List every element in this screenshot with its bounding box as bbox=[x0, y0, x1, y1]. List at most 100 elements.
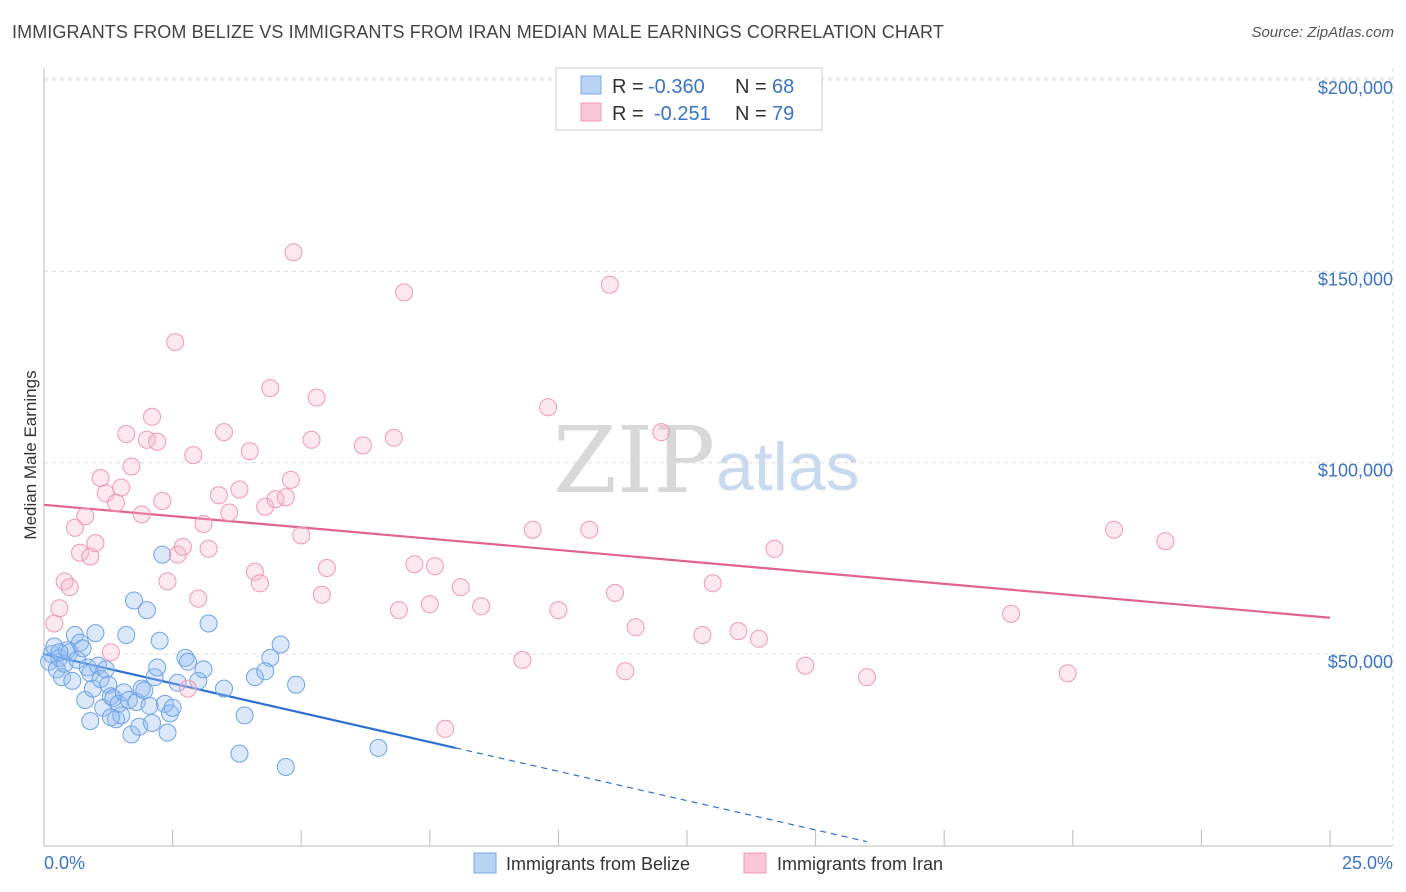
point-iran bbox=[148, 432, 167, 451]
point-iran bbox=[276, 488, 295, 507]
point-belize bbox=[68, 650, 87, 669]
point-iran bbox=[50, 599, 69, 618]
point-iran bbox=[1105, 520, 1123, 539]
point-iran bbox=[539, 398, 558, 417]
point-belize bbox=[99, 675, 118, 694]
legend-n-label-belize: N = bbox=[735, 76, 767, 98]
legend-box: R = -0.360 N = 68 R = -0.251 N = 79 bbox=[555, 67, 823, 131]
point-iran bbox=[166, 333, 185, 352]
point-belize bbox=[83, 679, 102, 698]
watermark-zip: ZIP bbox=[553, 407, 715, 514]
point-iran bbox=[693, 626, 712, 644]
point-iran bbox=[580, 520, 599, 539]
point-belize bbox=[140, 696, 159, 715]
point-iran bbox=[281, 470, 300, 489]
point-iran bbox=[420, 595, 439, 614]
point-iran bbox=[858, 668, 876, 687]
point-iran bbox=[1156, 532, 1175, 551]
point-iran bbox=[302, 430, 321, 449]
y-axis-label: Median Male Earnings bbox=[21, 370, 40, 539]
point-belize bbox=[287, 675, 306, 694]
point-iran bbox=[153, 492, 172, 510]
trend-lines bbox=[43, 503, 1331, 843]
bottom-legend-label-belize: Immigrants from Belize bbox=[506, 854, 690, 874]
legend-n-value-iran: 79 bbox=[772, 103, 794, 125]
point-iran bbox=[616, 662, 635, 681]
point-iran bbox=[307, 388, 326, 407]
point-iran bbox=[91, 469, 110, 487]
point-belize bbox=[189, 671, 208, 690]
point-iran bbox=[215, 423, 233, 442]
point-iran bbox=[425, 557, 444, 576]
legend-r-value-belize: -0.360 bbox=[648, 76, 705, 98]
trend-line-belize-extension bbox=[455, 747, 868, 843]
point-belize bbox=[168, 673, 187, 692]
y-tick-label: $50,000 bbox=[1328, 652, 1393, 672]
legend-swatch-belize bbox=[580, 75, 602, 95]
point-belize bbox=[163, 698, 182, 717]
point-iran bbox=[189, 589, 208, 608]
point-belize bbox=[276, 758, 295, 776]
x-tick-label-max: 25.0% bbox=[1342, 853, 1393, 873]
point-iran bbox=[312, 585, 331, 604]
trend-line-iran bbox=[43, 503, 1331, 619]
point-iran bbox=[81, 547, 100, 566]
point-iran bbox=[389, 601, 408, 620]
point-iran bbox=[796, 656, 815, 675]
point-belize bbox=[137, 601, 156, 620]
x-tick-label-min: 0.0% bbox=[44, 853, 85, 873]
point-iran bbox=[101, 643, 120, 662]
point-belize bbox=[271, 635, 290, 654]
point-iran bbox=[472, 597, 491, 616]
point-iran bbox=[626, 618, 645, 637]
point-iran bbox=[1002, 604, 1021, 623]
point-belize bbox=[53, 668, 71, 687]
point-iran bbox=[765, 539, 784, 558]
point-belize bbox=[261, 648, 280, 667]
point-belize bbox=[150, 631, 169, 650]
point-iran bbox=[451, 578, 470, 597]
point-iran bbox=[652, 423, 671, 442]
point-iran bbox=[317, 559, 336, 577]
point-iran bbox=[199, 539, 218, 558]
chart-title: IMMIGRANTS FROM BELIZE VS IMMIGRANTS FRO… bbox=[12, 22, 944, 42]
legend-r-label-iran: R = bbox=[612, 103, 644, 125]
source-label: Source: ZipAtlas.com bbox=[1251, 24, 1394, 41]
point-iran bbox=[132, 505, 151, 524]
point-iran bbox=[230, 480, 249, 499]
point-iran bbox=[220, 503, 239, 522]
point-belize bbox=[122, 725, 141, 744]
point-belize bbox=[179, 652, 197, 671]
point-iran bbox=[71, 543, 89, 562]
y-tick-label: $200,000 bbox=[1318, 78, 1393, 98]
point-belize bbox=[109, 694, 128, 713]
point-iran bbox=[55, 572, 74, 591]
axes bbox=[43, 68, 1394, 847]
point-belize bbox=[73, 639, 92, 658]
point-belize bbox=[86, 624, 105, 643]
point-belize bbox=[119, 691, 138, 709]
point-iran bbox=[251, 574, 269, 593]
point-belize bbox=[104, 689, 123, 708]
legend-swatch-iran bbox=[580, 102, 602, 122]
point-belize bbox=[369, 738, 388, 757]
y-tick-label: $150,000 bbox=[1318, 269, 1393, 289]
point-iran bbox=[405, 555, 424, 574]
point-iran bbox=[261, 379, 280, 398]
point-iran bbox=[284, 243, 303, 262]
point-belize bbox=[125, 591, 143, 610]
point-iran bbox=[245, 562, 264, 581]
point-iran bbox=[1058, 664, 1077, 683]
point-belize bbox=[153, 545, 172, 564]
point-belize bbox=[256, 662, 275, 681]
point-iran bbox=[209, 486, 228, 505]
bottom-legend: Immigrants from Belize Immigrants from I… bbox=[473, 852, 943, 874]
legend-r-value-iran: -0.251 bbox=[654, 103, 711, 125]
point-iran bbox=[353, 436, 372, 455]
point-iran bbox=[436, 719, 455, 738]
y-tick-labels: $50,000 $100,000 $150,000 $200,000 bbox=[1318, 78, 1393, 672]
point-belize bbox=[96, 660, 115, 679]
point-iran bbox=[729, 622, 748, 641]
point-iran bbox=[86, 534, 105, 553]
